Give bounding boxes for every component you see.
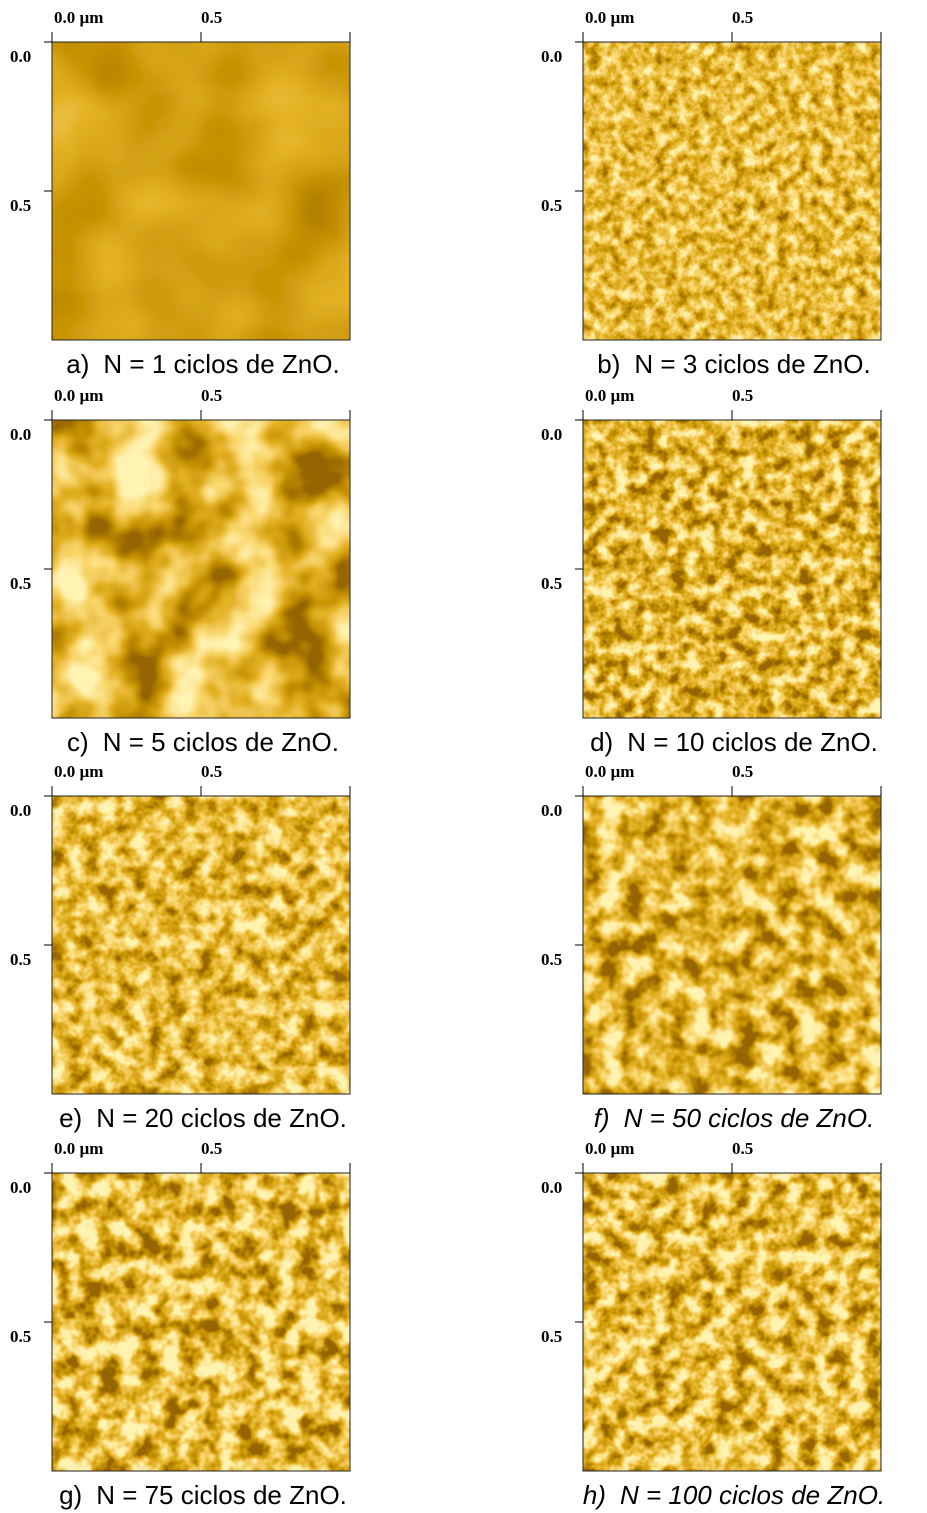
caption: g) N = 75 ciclos de ZnO. <box>59 1480 347 1510</box>
afm-image <box>583 420 881 718</box>
x-tick-label: 0.5 <box>201 762 222 781</box>
figure: 0.0 µm0.50.00.5a)N = 1 ciclos de ZnO.0.0… <box>0 0 927 1513</box>
afm-panel: 0.0 µm 0.5 0.0 0.5 h) N = 100 ciclos de ZnO. <box>541 1139 885 1510</box>
afm-image <box>52 1173 350 1471</box>
afm-image <box>583 42 881 340</box>
caption-text: N = 10 ciclos de ZnO. <box>627 727 878 757</box>
caption: a) N = 1 ciclos de ZnO. <box>66 349 339 379</box>
afm-panel: 0.0 µm 0.5 0.0 0.5 a) N = 1 ciclos de ZnO. <box>10 8 350 379</box>
caption: e) N = 20 ciclos de ZnO. <box>59 1103 347 1133</box>
caption-text: N = 75 ciclos de ZnO. <box>96 1480 347 1510</box>
x-tick-label: 0.0 µm <box>54 762 103 781</box>
afm-image <box>583 1173 881 1471</box>
caption: f) N = 50 ciclos de ZnO. <box>594 1103 875 1133</box>
y-tick-label: 0.5 <box>541 196 562 215</box>
y-tick-label: 0.5 <box>541 574 562 593</box>
afm-panel: 0.0 µm 0.5 0.0 0.5 c) N = 5 ciclos de ZnO. <box>10 386 350 757</box>
caption-text: N = 50 ciclos de ZnO. <box>624 1103 875 1133</box>
caption-text: N = 1 ciclos de ZnO. <box>103 349 339 379</box>
y-tick-label: 0.0 <box>541 801 562 820</box>
x-tick-label: 0.0 µm <box>585 1139 634 1158</box>
y-tick-label: 0.5 <box>541 950 562 969</box>
y-tick-label: 0.5 <box>10 1327 31 1346</box>
x-tick-label: 0.0 µm <box>54 8 103 27</box>
caption-label: h) <box>583 1480 606 1510</box>
afm-panel: 0.0 µm 0.5 0.0 0.5 f) N = 50 ciclos de ZnO. <box>541 762 881 1133</box>
caption: b) N = 3 ciclos de ZnO. <box>597 349 870 379</box>
y-tick-label: 0.0 <box>541 1178 562 1197</box>
afm-panel: 0.0 µm 0.5 0.0 0.5 d) N = 10 ciclos de ZnO. <box>541 386 881 757</box>
y-tick-label: 0.0 <box>10 47 31 66</box>
x-tick-label: 0.5 <box>201 1139 222 1158</box>
x-tick-label: 0.0 µm <box>585 386 634 405</box>
afm-panel: 0.0 µm 0.5 0.0 0.5 b) N = 3 ciclos de ZnO. <box>541 8 881 379</box>
caption-text: N = 20 ciclos de ZnO. <box>96 1103 347 1133</box>
x-tick-label: 0.5 <box>732 8 753 27</box>
caption-text: N = 100 ciclos de ZnO. <box>620 1480 885 1510</box>
afm-image <box>583 796 881 1094</box>
x-tick-label: 0.5 <box>732 386 753 405</box>
y-tick-label: 0.0 <box>541 47 562 66</box>
afm-panel: 0.0 µm 0.5 0.0 0.5 e) N = 20 ciclos de ZnO. <box>10 762 350 1133</box>
caption-label: c) <box>67 727 89 757</box>
y-tick-label: 0.5 <box>10 574 31 593</box>
y-tick-label: 0.0 <box>541 425 562 444</box>
y-tick-label: 0.5 <box>10 196 31 215</box>
afm-image <box>52 420 350 718</box>
caption-label: g) <box>59 1480 82 1510</box>
y-tick-label: 0.0 <box>10 1178 31 1197</box>
caption-label: d) <box>590 727 613 757</box>
caption-label: e) <box>59 1103 82 1133</box>
caption-text: N = 5 ciclos de ZnO. <box>103 727 339 757</box>
x-tick-label: 0.5 <box>201 8 222 27</box>
x-tick-label: 0.5 <box>732 762 753 781</box>
x-tick-label: 0.0 µm <box>54 1139 103 1158</box>
caption-label: f) <box>594 1103 610 1133</box>
x-tick-label: 0.0 µm <box>54 386 103 405</box>
caption: d) N = 10 ciclos de ZnO. <box>590 727 878 757</box>
afm-panel: 0.0 µm 0.5 0.0 0.5 g) N = 75 ciclos de ZnO. <box>10 1139 350 1510</box>
afm-image <box>52 796 350 1094</box>
x-tick-label: 0.5 <box>201 386 222 405</box>
x-tick-label: 0.0 µm <box>585 762 634 781</box>
y-tick-label: 0.5 <box>541 1327 562 1346</box>
caption: c) N = 5 ciclos de ZnO. <box>67 727 339 757</box>
caption-label: a) <box>66 349 89 379</box>
afm-image <box>52 42 350 340</box>
caption-text: N = 3 ciclos de ZnO. <box>634 349 870 379</box>
x-tick-label: 0.5 <box>732 1139 753 1158</box>
x-tick-label: 0.0 µm <box>585 8 634 27</box>
y-tick-label: 0.5 <box>10 950 31 969</box>
y-tick-label: 0.0 <box>10 425 31 444</box>
caption-label: b) <box>597 349 620 379</box>
caption: h) N = 100 ciclos de ZnO. <box>583 1480 885 1510</box>
y-tick-label: 0.0 <box>10 801 31 820</box>
